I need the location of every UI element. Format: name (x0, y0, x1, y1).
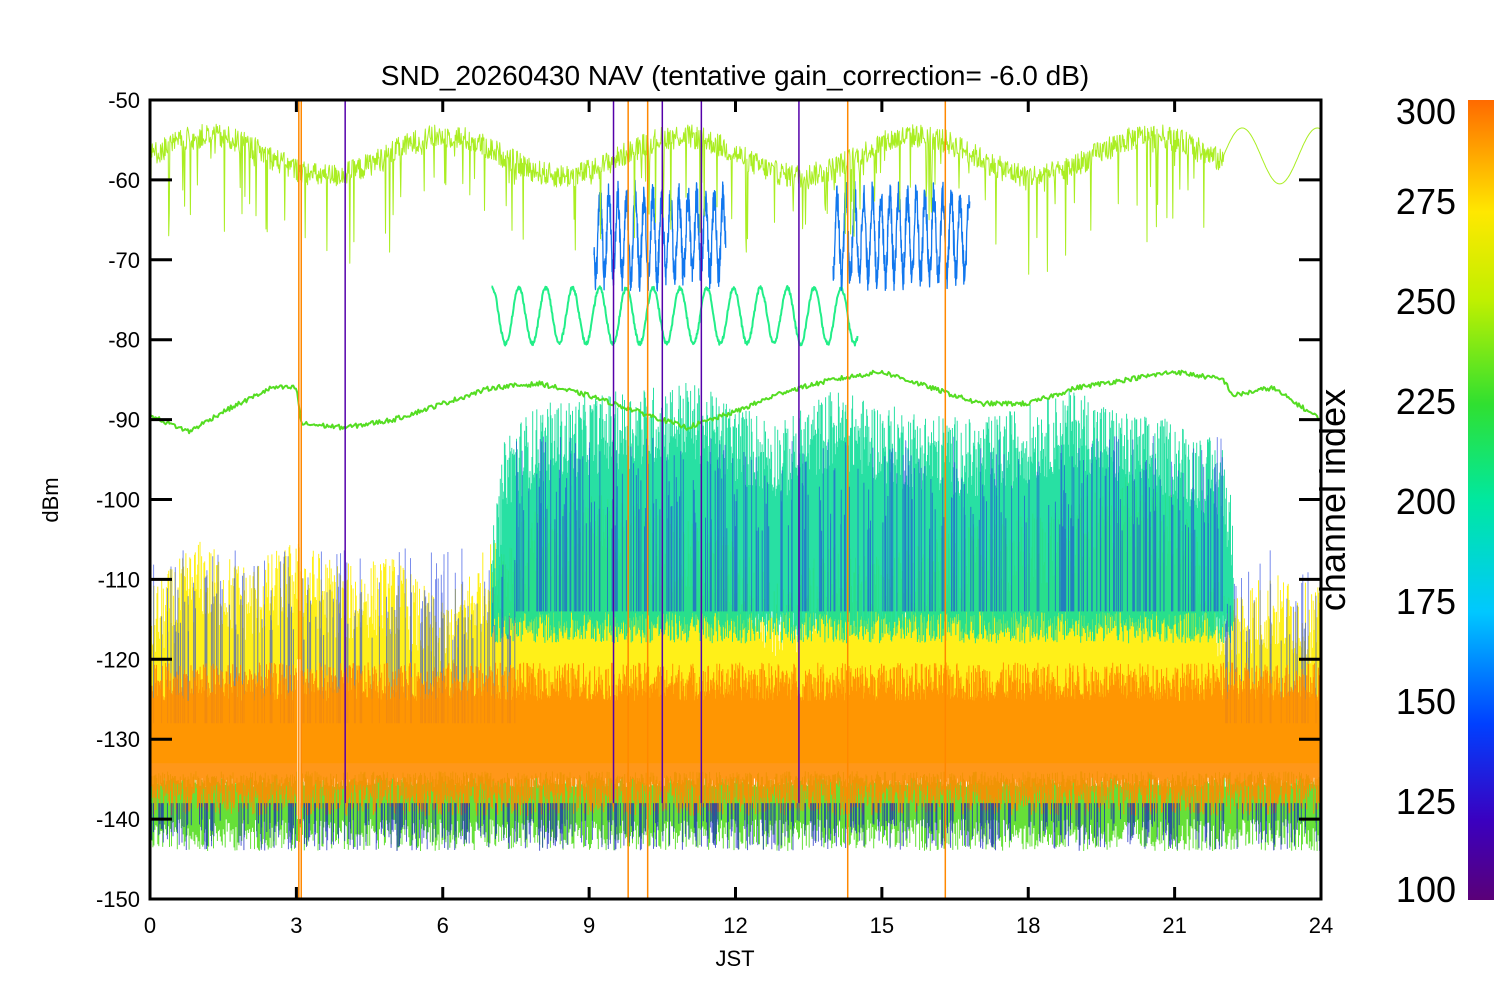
colorbar-tick-label: 100 (1396, 869, 1456, 910)
x-tick-label: 3 (290, 913, 302, 938)
series-noise-floor (150, 662, 1321, 816)
series-vertical-spikes (298, 100, 947, 899)
y-tick-label: -60 (108, 168, 140, 193)
x-tick-label: 18 (1016, 913, 1040, 938)
series-lower-fringe (150, 803, 1321, 851)
x-tick-label: 0 (144, 913, 156, 938)
y-tick-label: -50 (108, 88, 140, 113)
y-tick-label: -150 (96, 887, 140, 912)
y-tick-label: -70 (108, 248, 140, 273)
colorbar-tick-label: 125 (1396, 781, 1456, 822)
colorbar-tick-label: 150 (1396, 681, 1456, 722)
y-tick-label: -110 (98, 567, 140, 592)
x-axis: 0 3 6 9 12 15 18 21 24 (144, 100, 1333, 938)
colorbar-ticks: 300 275 250 225 200 175 150 125 100 (1396, 91, 1456, 910)
colorbar-tick-label: 300 (1396, 91, 1456, 132)
x-tick-label: 9 (583, 913, 595, 938)
plot-area (150, 100, 1321, 899)
y-tick-label: -120 (96, 647, 140, 672)
series-burst-signal-c (832, 180, 971, 292)
series-upper-signal (150, 123, 1321, 275)
colorbar-tick-label: 200 (1396, 481, 1456, 522)
y-tick-label: -80 (108, 328, 140, 353)
colorbar-tick-label: 250 (1396, 281, 1456, 322)
x-tick-label: 6 (437, 913, 449, 938)
series-periodic-signal-a (491, 285, 859, 347)
colorbar-tick-label: 225 (1396, 381, 1456, 422)
chart-title: SND_20260430 NAV (tentative gain_correct… (381, 60, 1089, 91)
y-axis: -50 -60 -70 -80 -90 -100 -110 -120 -130 -140 -150 (96, 88, 1321, 912)
y-tick-label: -90 (108, 408, 140, 433)
colorbar-label: channel index (1312, 389, 1353, 611)
x-tick-label: 21 (1162, 913, 1186, 938)
y-tick-label: -140 (96, 807, 140, 832)
colorbar-tick-label: 175 (1396, 581, 1456, 622)
series-burst-signal-b (593, 179, 727, 292)
x-tick-label: 12 (723, 913, 747, 938)
y-tick-label: -100 (96, 488, 140, 513)
y-tick-label: -130 (96, 727, 140, 752)
x-tick-label: 24 (1309, 913, 1333, 938)
x-axis-label: JST (715, 946, 754, 971)
colorbar (1468, 100, 1494, 900)
y-axis-label: dBm (38, 477, 63, 522)
colorbar-tick-label: 275 (1396, 181, 1456, 222)
x-tick-label: 15 (870, 913, 894, 938)
